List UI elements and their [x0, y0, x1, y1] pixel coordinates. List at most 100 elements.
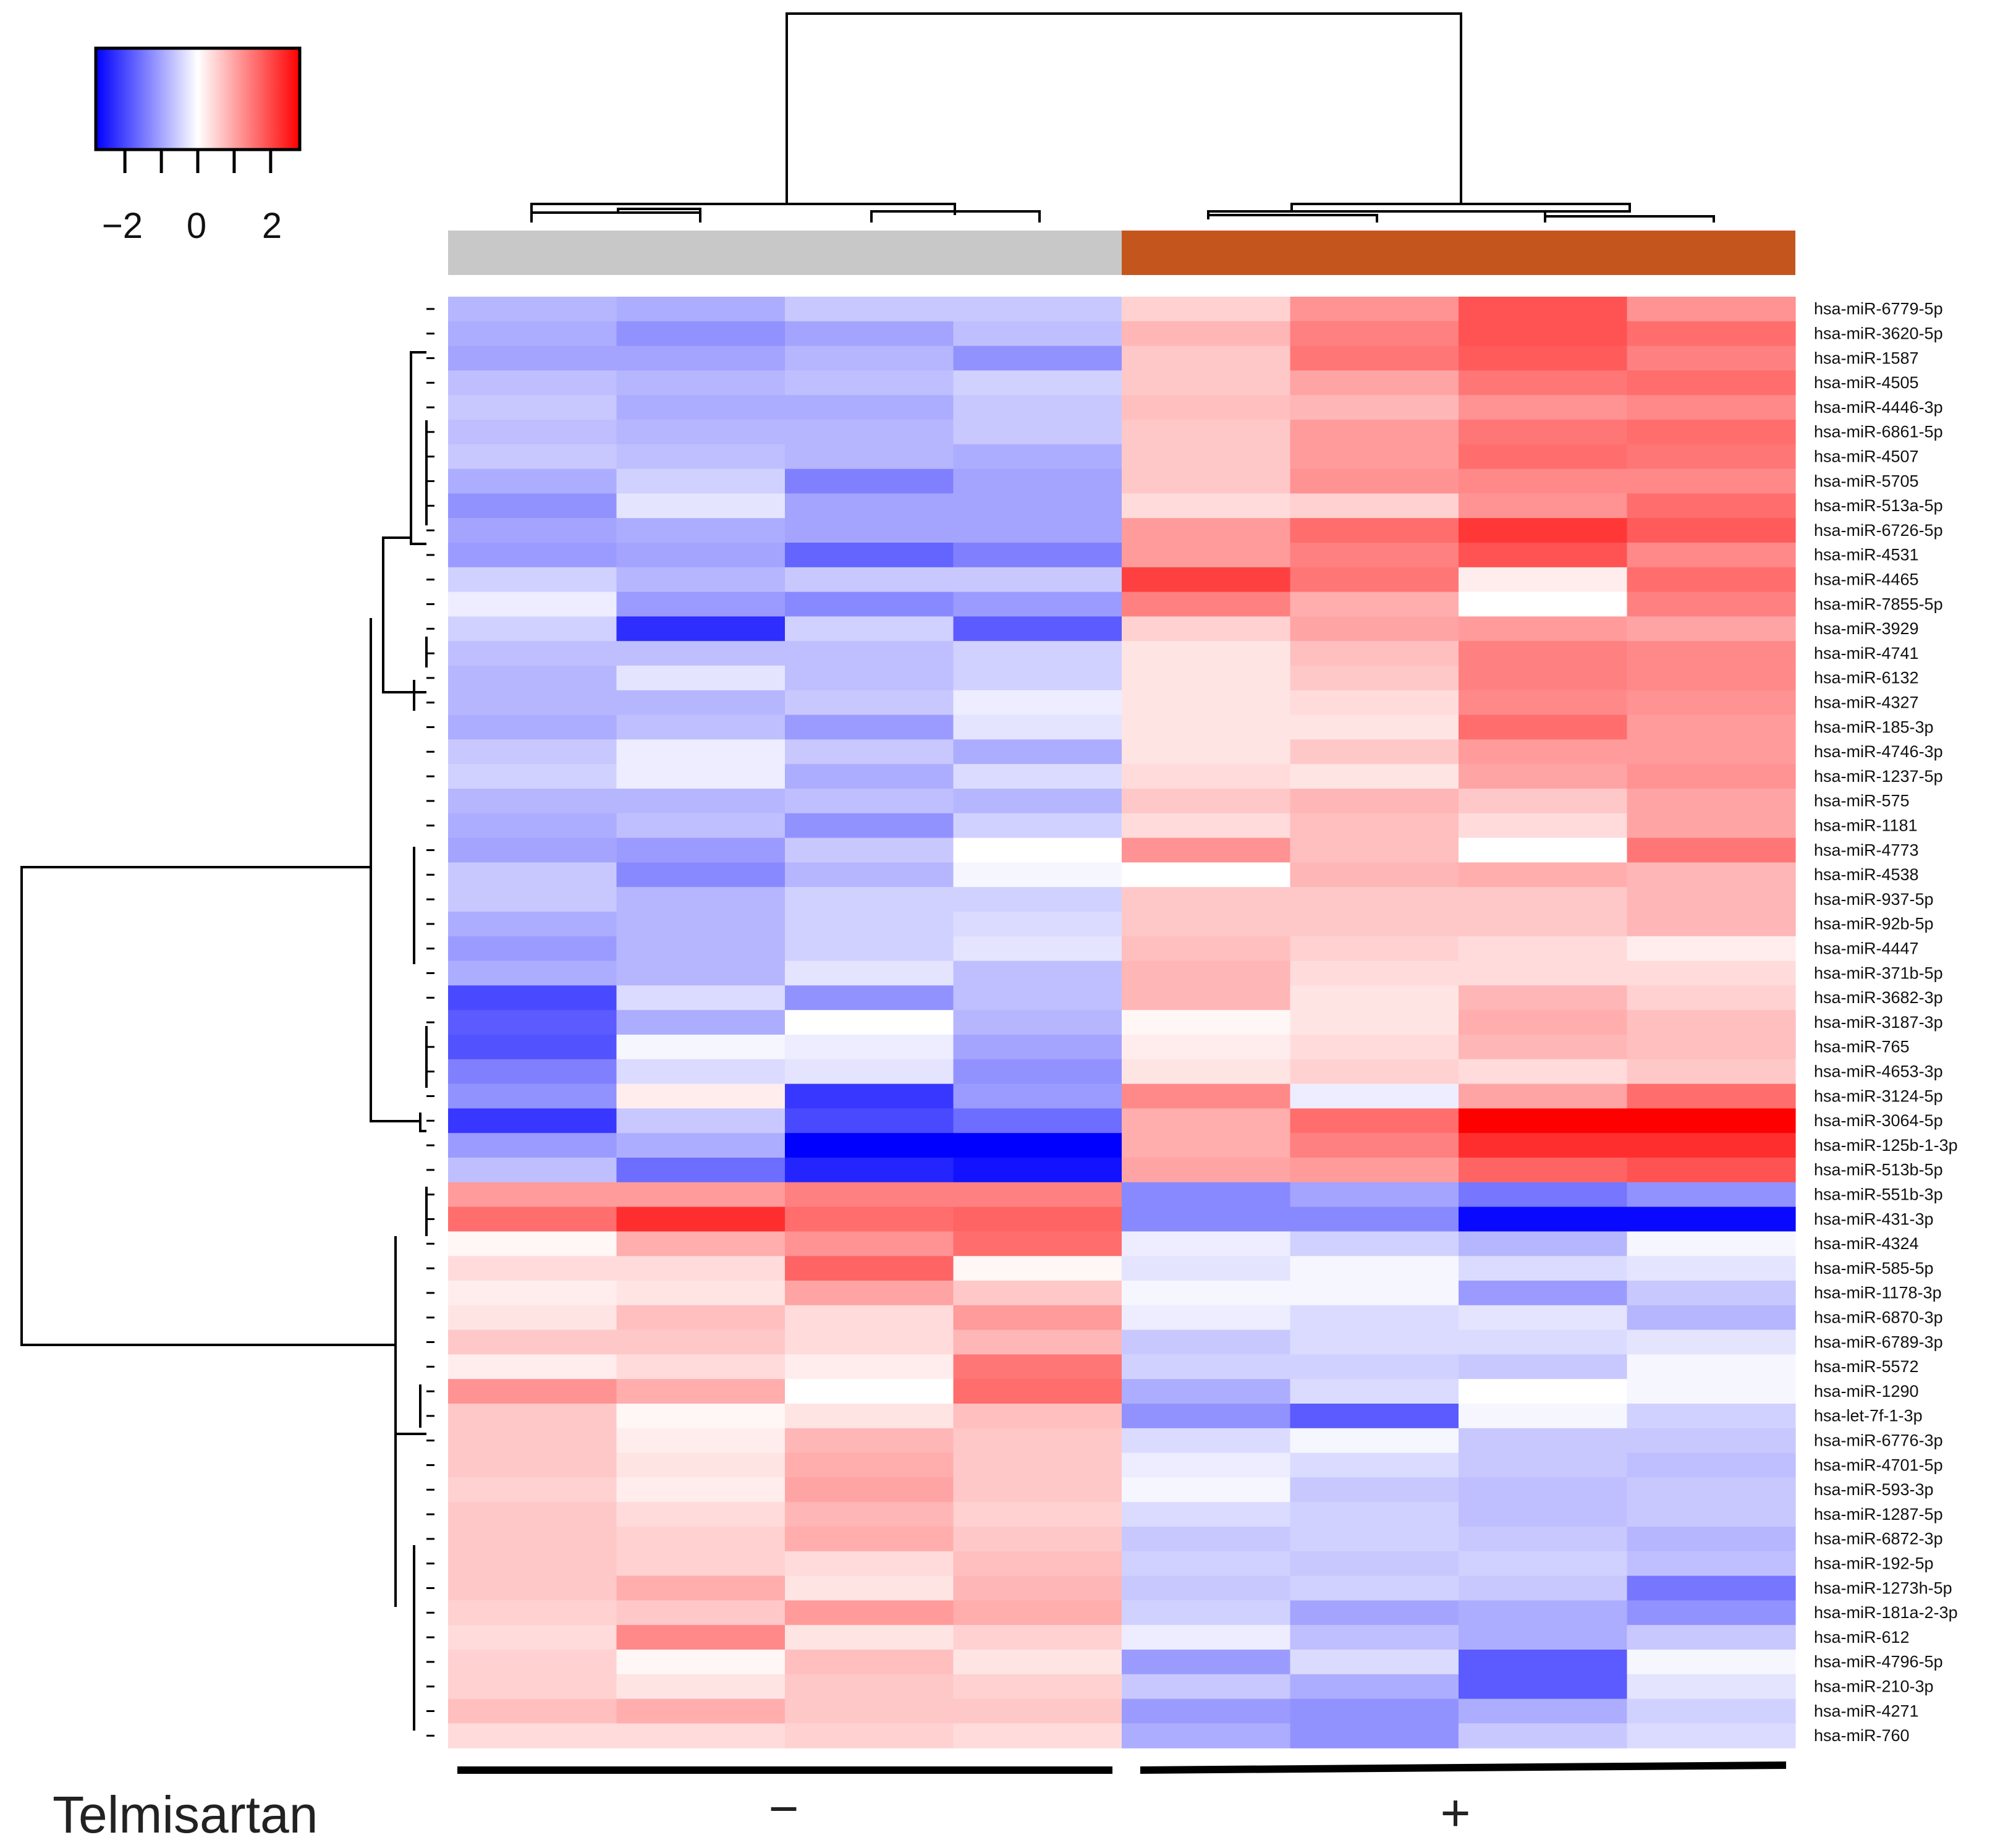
heatmap-cell	[616, 1231, 786, 1257]
heatmap-cell	[448, 1158, 617, 1183]
heatmap-cell	[1122, 936, 1291, 962]
heatmap-cell	[953, 395, 1122, 420]
heatmap-cell	[1459, 1059, 1628, 1085]
row-label: hsa-miR-181a-2-3p	[1814, 1603, 1958, 1622]
heatmap-cell	[953, 1551, 1122, 1577]
heatmap-cell	[616, 468, 786, 494]
heatmap-cell	[616, 1281, 786, 1306]
heatmap-cell	[785, 764, 954, 789]
heatmap-cell	[953, 1281, 1122, 1306]
heatmap-cell	[953, 370, 1122, 396]
heatmap-cell	[1627, 1256, 1796, 1281]
heatmap-cell	[1290, 518, 1459, 543]
heatmap-cell	[1627, 1354, 1796, 1380]
heatmap-cell	[1122, 493, 1291, 519]
heatmap-cell	[1290, 837, 1459, 863]
heatmap-cell	[448, 739, 617, 765]
row-label: hsa-miR-4653-3p	[1814, 1062, 1943, 1081]
heatmap-cell	[1290, 666, 1459, 691]
heatmap-cell	[953, 666, 1122, 691]
heatmap-cell	[1122, 912, 1291, 937]
row-label: hsa-miR-4271	[1814, 1702, 1919, 1720]
heatmap-cell	[616, 666, 786, 691]
heatmap-cell	[1459, 395, 1628, 420]
heatmap-cell	[448, 543, 617, 568]
heatmap-cell	[616, 936, 786, 962]
heatmap-cell	[448, 1428, 617, 1454]
heatmap-cell	[1627, 690, 1796, 716]
heatmap-cell	[448, 1625, 617, 1650]
row-label: hsa-miR-612	[1814, 1628, 1910, 1647]
heatmap-cell	[1290, 1035, 1459, 1060]
heatmap-cell	[1290, 739, 1459, 765]
heatmap-cell	[953, 1625, 1122, 1650]
color-key-bar	[94, 46, 302, 151]
heatmap-cell	[1459, 960, 1628, 986]
heatmap-cell	[953, 468, 1122, 494]
heatmap-cell	[1627, 666, 1796, 691]
heatmap-cell	[1122, 837, 1291, 863]
heatmap-cell	[1459, 1206, 1628, 1232]
heatmap-cell	[953, 1256, 1122, 1281]
heatmap-cell	[1122, 1527, 1291, 1552]
heatmap-cell	[1459, 1428, 1628, 1454]
heatmap-cell	[616, 739, 786, 765]
heatmap-cell	[1122, 468, 1291, 494]
heatmap-cell	[1627, 764, 1796, 789]
row-label: hsa-miR-6861-5p	[1814, 423, 1943, 441]
heatmap-cell	[616, 1575, 786, 1601]
heatmap-cell	[1459, 1158, 1628, 1183]
row-label: hsa-miR-4507	[1814, 447, 1919, 466]
heatmap-cell	[1627, 420, 1796, 445]
row-label: hsa-miR-4327	[1814, 693, 1919, 712]
heatmap-cell	[1290, 395, 1459, 420]
heatmap-cell	[785, 960, 954, 986]
heatmap-cell	[1627, 1723, 1796, 1748]
row-label: hsa-miR-6789-3p	[1814, 1333, 1943, 1351]
heatmap-cell	[448, 714, 617, 740]
row-label: hsa-miR-185-3p	[1814, 718, 1934, 736]
heatmap-cell	[785, 1625, 954, 1650]
row-label: hsa-miR-3064-5p	[1814, 1111, 1943, 1130]
heatmap-cell	[785, 1527, 954, 1552]
heatmap-cell	[448, 1305, 617, 1331]
row-label: hsa-miR-513a-5p	[1814, 496, 1943, 515]
heatmap-cell	[1290, 1083, 1459, 1109]
heatmap-cell	[1122, 1477, 1291, 1503]
heatmap-cell	[953, 518, 1122, 543]
row-label: hsa-miR-1287-5p	[1814, 1505, 1943, 1524]
heatmap-cell	[1459, 616, 1628, 642]
heatmap-cell	[1122, 1329, 1291, 1355]
heatmap-cell	[616, 345, 786, 371]
heatmap-cell	[448, 1575, 617, 1601]
heatmap-cell	[1290, 1329, 1459, 1355]
heatmap-cell	[1122, 739, 1291, 765]
heatmap-cell	[1122, 1133, 1291, 1158]
heatmap-cell	[785, 1650, 954, 1675]
heatmap-cell	[616, 1379, 786, 1404]
row-label: hsa-miR-6726-5p	[1814, 521, 1943, 540]
heatmap-cell	[1627, 1059, 1796, 1085]
heatmap-cell	[616, 1625, 786, 1650]
heatmap-cell	[1290, 370, 1459, 396]
heatmap-cell	[616, 1477, 786, 1503]
heatmap-cell	[1122, 444, 1291, 470]
heatmap-cell	[953, 1206, 1122, 1232]
heatmap-cell	[448, 936, 617, 962]
heatmap-cell	[785, 468, 954, 494]
heatmap-cell	[953, 1502, 1122, 1527]
heatmap-cell	[1459, 1231, 1628, 1257]
heatmap-cell	[448, 1477, 617, 1503]
heatmap-cell	[785, 591, 954, 617]
heatmap-cell	[1627, 1650, 1796, 1675]
heatmap-cell	[616, 1452, 786, 1478]
heatmap-cell	[1290, 1477, 1459, 1503]
heatmap-cell	[1290, 641, 1459, 666]
heatmap-cell	[1459, 789, 1628, 814]
heatmap-cell	[1122, 1281, 1291, 1306]
heatmap-cell	[953, 1305, 1122, 1331]
heatmap-cell	[1122, 813, 1291, 839]
heatmap-cell	[953, 1010, 1122, 1035]
heatmap-cell	[953, 690, 1122, 716]
heatmap-cell	[1459, 1379, 1628, 1404]
